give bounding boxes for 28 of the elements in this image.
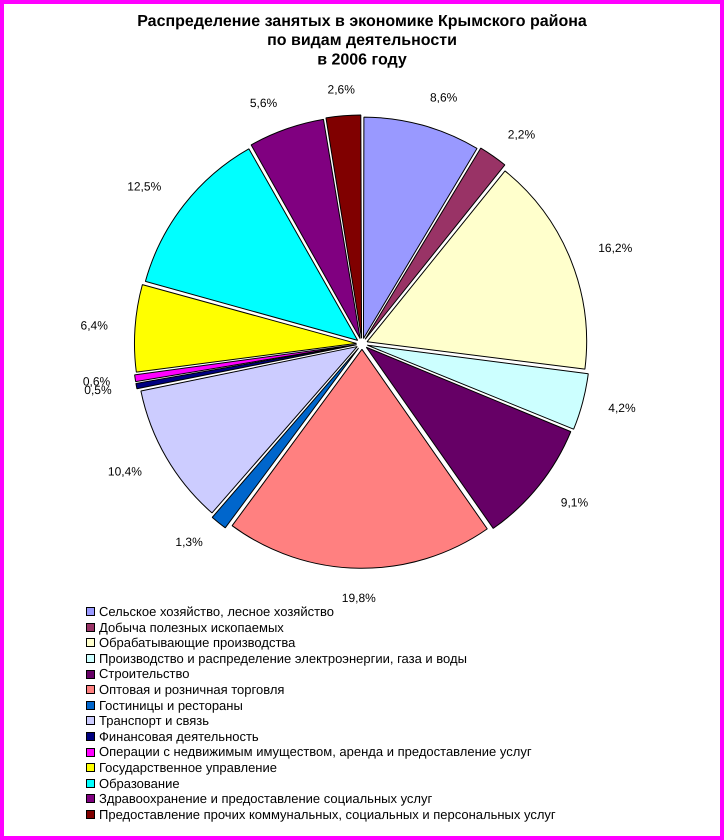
legend-label: Добыча полезных ископаемых — [99, 620, 284, 636]
legend-label: Гостиницы и рестораны — [99, 698, 243, 714]
data-label: 2,2% — [508, 127, 536, 142]
data-label: 2,6% — [328, 82, 356, 96]
legend-label: Государственное управление — [99, 760, 277, 776]
legend-label: Производство и распределение электроэнергии, газа и воды — [99, 650, 467, 666]
data-label: 16,2% — [598, 240, 633, 255]
legend-label: Строительство — [99, 666, 190, 682]
data-label: 9,1% — [560, 495, 588, 510]
legend-label: Здравоохранение и предоставление социальных услуг — [99, 791, 432, 807]
legend-label: Транспорт и связь — [99, 713, 210, 729]
legend-label: Финансовая деятельность — [99, 728, 259, 744]
data-label: 10,4% — [108, 464, 142, 478]
data-label: 12,5% — [127, 179, 162, 194]
legend-label: Образование — [99, 776, 180, 792]
legend-label: Оптовая и розничная торговля — [99, 682, 284, 698]
data-label: 8,6% — [430, 90, 458, 105]
data-label: 6,4% — [80, 318, 108, 333]
data-label: 5,6% — [250, 96, 278, 110]
legend-label: Сельское хозяйство, лесное хозяйство — [99, 604, 334, 620]
data-label: 4,2% — [608, 401, 636, 416]
legend-label: Предоставление прочих коммунальных, социальных и персональных услуг — [99, 806, 556, 822]
data-label: 0,6% — [82, 374, 111, 388]
chart-title: Распределение занятых в экономике Крымского района по видам деятельности в 2006 году — [137, 13, 587, 68]
data-label: 1,3% — [175, 534, 204, 549]
data-label: 19,8% — [342, 590, 376, 605]
legend-label: Обрабатывающие производства — [99, 635, 296, 651]
legend-label: Операции с недвижимым имуществом, аренда и предоставление услуг — [99, 744, 532, 760]
